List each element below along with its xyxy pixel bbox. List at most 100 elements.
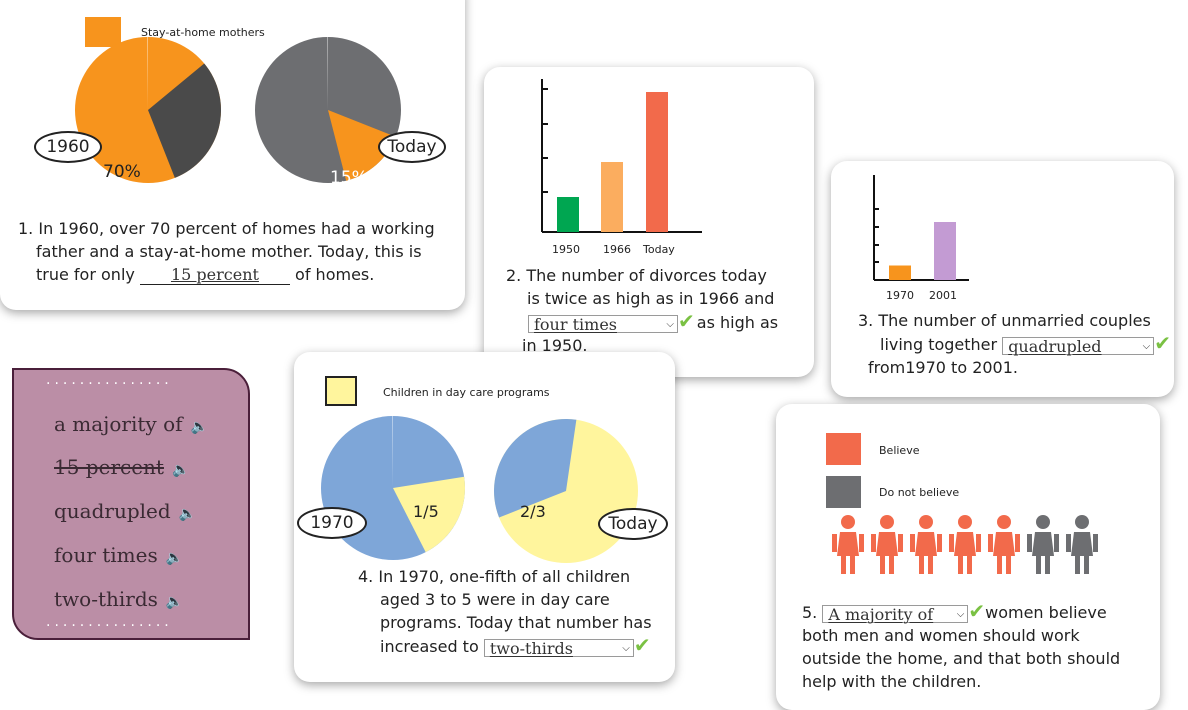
q5-line-3: outside the home, and that both should [802, 649, 1121, 668]
person-icon [1066, 515, 1098, 574]
person-arm-left [871, 534, 876, 552]
person-head [880, 515, 894, 529]
q3-line-1: 3. The number of unmarried couples [858, 311, 1151, 330]
q2-line-3-end: as high as [696, 313, 779, 332]
q5-select-value: A majority of [828, 604, 934, 624]
question-2-text: 2. The number of divorces today is twice… [506, 264, 806, 357]
word-text: a majority of [54, 412, 183, 436]
q1-line-1: 1. In 1960, over 70 percent of homes had… [18, 219, 435, 238]
bar-1970 [889, 265, 911, 280]
q1-line-2: father and a stay-at-home mother. Today,… [36, 242, 422, 261]
speaker-icon[interactable]: 🔈 [165, 594, 184, 610]
person-icon [988, 515, 1020, 574]
q1-line-3-start: true for only [36, 265, 135, 284]
bar-1966 [601, 162, 623, 232]
q2-answer-select[interactable]: four times ⌵ [528, 314, 678, 334]
x-label-1966: 1966 [603, 243, 631, 256]
checkmark-icon: ✔ [633, 633, 651, 657]
q3-line-3: from1970 to 2001. [868, 358, 1018, 377]
person-icon [910, 515, 942, 574]
speaker-icon[interactable]: 🔈 [171, 462, 190, 478]
person-body [993, 532, 1015, 556]
person-arm-left [1027, 534, 1032, 552]
speaker-icon[interactable]: 🔈 [190, 419, 208, 435]
person-leg-right [967, 556, 972, 574]
person-leg-right [928, 556, 933, 574]
pie-slice-1960-other [148, 63, 221, 178]
person-icon [832, 515, 864, 574]
q3-answer-select[interactable]: quadrupled ⌵ [1002, 336, 1155, 355]
x-label-1970: 1970 [886, 289, 914, 302]
bar-chart-unmarried [873, 175, 969, 281]
person-head [1075, 515, 1089, 529]
speaker-icon[interactable]: 🔈 [178, 506, 197, 522]
q5-line-1: 5. A majority of ⌵ ✔women believe [802, 600, 1152, 624]
word-bank-dots-top: ............... [46, 372, 173, 388]
legend-swatch-day-care [325, 376, 357, 406]
word-text: two-thirds [54, 587, 158, 611]
person-arm-right [1093, 534, 1098, 552]
pie-chart-day-care [320, 416, 638, 563]
q4-line-4: increased to two-thirds ⌵ ✔ [358, 634, 668, 658]
pie-slice-today-other [494, 419, 577, 518]
q5-line-1-end: women believe [985, 603, 1107, 622]
pie-chart-mothers [74, 37, 401, 184]
bar-1950 [557, 197, 579, 232]
q5-answer-select[interactable]: A majority of ⌵ [822, 604, 969, 624]
x-label-1950: 1950 [552, 243, 580, 256]
q2-line-2: is twice as high as in 1966 and [527, 289, 775, 308]
q5-number: 5. [802, 603, 818, 622]
q4-line-3: programs. Today that number has [380, 613, 652, 632]
word-a-majority-of[interactable]: a majority of 🔈 [54, 412, 208, 436]
bar-today [646, 92, 668, 232]
question-card-4: Children in day care programs 1970 Today… [294, 352, 675, 682]
person-arm-left [988, 534, 993, 552]
question-card-1: Stay-at-home mothers 1960 Today 70% 15% … [0, 0, 465, 310]
legend-swatch-believe [826, 433, 861, 465]
bar-chart-divorces [541, 79, 702, 233]
word-text: four times [54, 543, 158, 567]
q2-line-1: 2. The number of divorces today [506, 266, 767, 285]
question-card-5: Believe Do not believe 5. A majority of … [776, 404, 1160, 710]
person-arm-left [949, 534, 954, 552]
person-body [837, 532, 859, 556]
q1-answer-blank: 15 percent [139, 266, 290, 285]
person-leg-left [1036, 556, 1041, 574]
person-head [997, 515, 1011, 529]
legend-label: Children in day care programs [383, 386, 550, 399]
person-leg-left [919, 556, 924, 574]
chevron-down-icon: ⌵ [1142, 340, 1151, 352]
person-body [915, 532, 937, 556]
q3-line-2: living together quadrupled ⌵ ✔ [858, 332, 1178, 356]
question-card-3: 1970 2001 3. The number of unmarried cou… [831, 161, 1174, 397]
person-body [876, 532, 898, 556]
word-text-used: 15 percent [54, 455, 164, 479]
word-text: quadrupled [54, 499, 171, 523]
person-leg-right [850, 556, 855, 574]
fraction-label-today: 2/3 [520, 502, 546, 521]
people-pictograph [832, 515, 1098, 574]
person-leg-right [1045, 556, 1050, 574]
q2-select-value: four times [534, 314, 617, 334]
checkmark-icon: ✔ [968, 599, 986, 623]
percent-label-today: 15% [330, 168, 368, 188]
q1-line-3: true for only 15 percent of homes. [18, 263, 458, 286]
word-15-percent[interactable]: 15 percent 🔈 [54, 455, 189, 479]
question-1-text: 1. In 1960, over 70 percent of homes had… [18, 217, 458, 286]
person-leg-right [1084, 556, 1089, 574]
q5-line-4: help with the children. [802, 672, 982, 691]
word-two-thirds[interactable]: two-thirds 🔈 [54, 587, 183, 611]
person-icon [1027, 515, 1059, 574]
q4-answer-select[interactable]: two-thirds ⌵ [483, 638, 634, 657]
q1-line-3-end: of homes. [295, 265, 375, 284]
word-four-times[interactable]: four times 🔈 [54, 543, 183, 567]
person-leg-right [1006, 556, 1011, 574]
person-arm-left [1066, 534, 1071, 552]
year-label-1970: 1970 [297, 507, 367, 539]
pie-slice-1970-day-care [393, 476, 465, 553]
person-icon [949, 515, 981, 574]
checkmark-icon: ✔ [1154, 331, 1171, 355]
word-quadrupled[interactable]: quadrupled 🔈 [54, 499, 196, 523]
speaker-icon[interactable]: 🔈 [165, 550, 184, 566]
chevron-down-icon: ⌵ [622, 642, 630, 654]
